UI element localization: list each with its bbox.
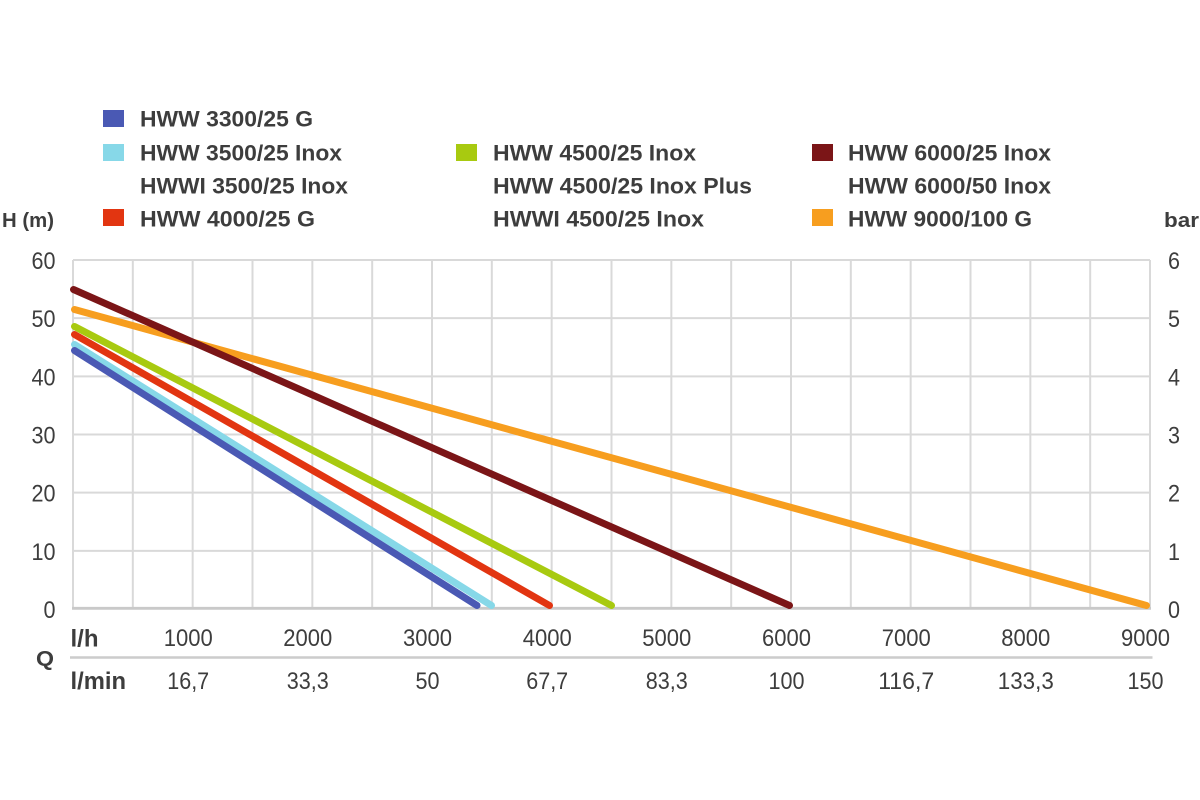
svg-text:40: 40 xyxy=(32,364,56,391)
svg-text:7000: 7000 xyxy=(882,625,931,652)
svg-text:150: 150 xyxy=(1128,668,1164,695)
svg-text:4000: 4000 xyxy=(523,625,572,652)
svg-text:HWW 4500/25 Inox Plus: HWW 4500/25 Inox Plus xyxy=(493,174,752,199)
svg-text:30: 30 xyxy=(32,423,56,450)
svg-text:bar: bar xyxy=(1164,209,1199,232)
svg-text:H (m): H (m) xyxy=(2,209,54,232)
svg-text:HWWI 4500/25 Inox: HWWI 4500/25 Inox xyxy=(493,207,705,232)
svg-text:16,7: 16,7 xyxy=(167,668,209,695)
svg-text:83,3: 83,3 xyxy=(646,668,688,695)
svg-text:8000: 8000 xyxy=(1001,625,1050,652)
svg-text:3000: 3000 xyxy=(403,625,452,652)
svg-text:10: 10 xyxy=(32,539,56,566)
svg-text:Q: Q xyxy=(36,648,54,671)
svg-text:HWW 9000/100 G: HWW 9000/100 G xyxy=(848,207,1032,232)
svg-text:HWW 3500/25 Inox: HWW 3500/25 Inox xyxy=(140,141,343,166)
svg-text:HWWI 3500/25 Inox: HWWI 3500/25 Inox xyxy=(140,174,349,199)
svg-text:133,3: 133,3 xyxy=(998,668,1054,695)
svg-text:0: 0 xyxy=(1168,597,1180,624)
svg-text:HWW 6000/50 Inox: HWW 6000/50 Inox xyxy=(848,174,1052,199)
svg-text:50: 50 xyxy=(32,306,56,333)
svg-text:2: 2 xyxy=(1168,481,1180,508)
svg-text:67,7: 67,7 xyxy=(526,668,568,695)
svg-text:1: 1 xyxy=(1168,539,1180,566)
svg-text:3: 3 xyxy=(1168,423,1180,450)
svg-text:HWW 4000/25 G: HWW 4000/25 G xyxy=(140,207,315,232)
svg-text:HWW 6000/25 Inox: HWW 6000/25 Inox xyxy=(848,141,1052,166)
svg-text:HWW 3300/25 G: HWW 3300/25 G xyxy=(140,107,313,132)
svg-text:9000: 9000 xyxy=(1121,625,1170,652)
svg-text:6: 6 xyxy=(1168,248,1180,275)
svg-text:l/h: l/h xyxy=(71,626,99,653)
svg-text:20: 20 xyxy=(32,481,56,508)
svg-text:0: 0 xyxy=(44,597,56,624)
svg-text:5: 5 xyxy=(1168,306,1180,333)
svg-text:4: 4 xyxy=(1168,364,1180,391)
svg-text:5000: 5000 xyxy=(642,625,691,652)
svg-text:6000: 6000 xyxy=(762,625,811,652)
svg-text:HWW 4500/25 Inox: HWW 4500/25 Inox xyxy=(493,141,697,166)
svg-text:1000: 1000 xyxy=(164,625,213,652)
svg-text:100: 100 xyxy=(769,668,805,695)
svg-text:33,3: 33,3 xyxy=(287,668,329,695)
svg-text:l/min: l/min xyxy=(71,668,127,695)
svg-text:116,7: 116,7 xyxy=(878,668,934,695)
svg-text:2000: 2000 xyxy=(283,625,332,652)
svg-text:50: 50 xyxy=(416,668,440,695)
svg-text:60: 60 xyxy=(32,248,56,275)
